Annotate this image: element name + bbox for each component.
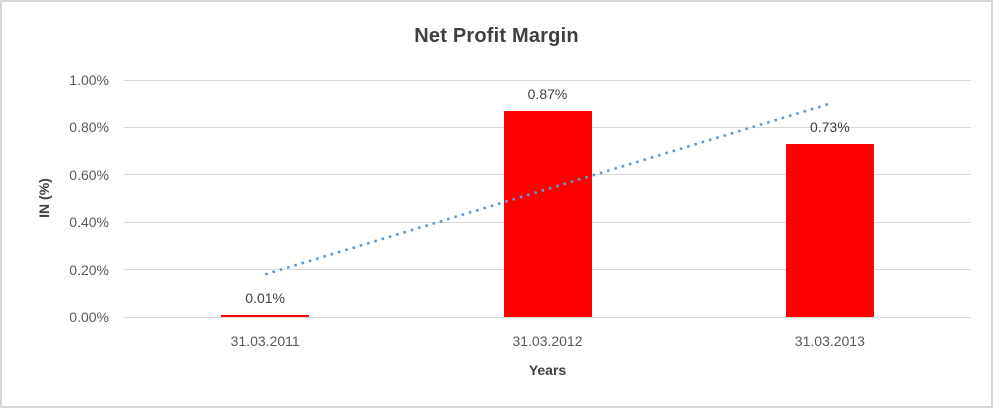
y-axis-title: IN (%) — [36, 178, 52, 218]
gridline — [124, 79, 971, 81]
x-axis-title: Years — [528, 362, 567, 378]
y-axis-tick-label: 0.80% — [69, 119, 109, 136]
x-axis-category-label: 31.03.2013 — [794, 333, 865, 349]
x-axis-category-label: 31.03.2012 — [512, 333, 583, 349]
y-axis-tick-label: 0.60% — [69, 166, 109, 183]
y-axis-tick-label: 0.00% — [69, 309, 109, 325]
chart-title: Net Profit Margin — [414, 25, 579, 47]
bar-data-label: 0.87% — [527, 85, 568, 102]
trendline — [264, 102, 831, 276]
y-axis-tick-label: 0.20% — [69, 261, 109, 278]
y-axis-tick-label: 1.00% — [69, 72, 109, 88]
x-axis-category-label: 31.03.2011 — [230, 333, 300, 349]
plot-area: Years 0.00% 0.20% 0.40% 0.60% 0.80% 1.00% 0.01… — [69, 72, 971, 378]
bar-data-label: 0.73% — [809, 118, 850, 135]
y-axis-tick-label: 0.40% — [69, 214, 109, 231]
bar — [785, 143, 874, 317]
bar — [221, 314, 310, 317]
gridline — [124, 316, 971, 318]
bar-data-label: 0.01% — [245, 289, 285, 306]
bar — [503, 110, 592, 317]
